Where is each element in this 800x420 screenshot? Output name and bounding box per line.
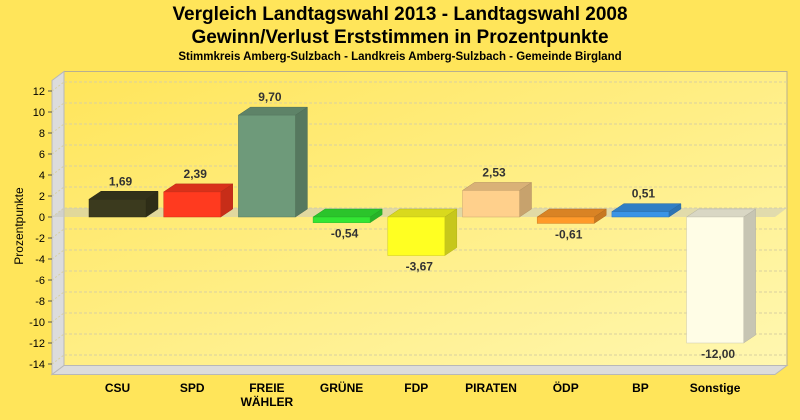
gridline-wall bbox=[51, 186, 65, 197]
bar-front bbox=[238, 114, 296, 218]
y-tick-label: -2 bbox=[35, 233, 45, 245]
bar-fdp bbox=[386, 208, 458, 257]
gridline-wall bbox=[51, 354, 65, 365]
category-label: Sonstige bbox=[690, 381, 741, 395]
category-label: WÄHLER bbox=[241, 394, 294, 409]
gridline-wall bbox=[51, 291, 65, 302]
gridline-wall bbox=[51, 249, 65, 260]
y-tick-label: 12 bbox=[33, 86, 45, 98]
bar-front bbox=[686, 216, 744, 344]
bar-freie-wähler bbox=[237, 106, 309, 218]
gridline-wall bbox=[51, 312, 65, 323]
y-tick-label: -8 bbox=[35, 296, 45, 308]
bar-top bbox=[685, 208, 757, 218]
bar-csu bbox=[88, 190, 159, 218]
y-tick-label: -14 bbox=[29, 359, 45, 371]
value-label: 0,51 bbox=[632, 187, 656, 201]
category-label: FDP bbox=[404, 381, 428, 395]
bar-front bbox=[536, 216, 595, 224]
y-axis-ticks: 12 10 8 6 4 2 0 -2 -4 -6 -8 -10 -12 -14 bbox=[29, 86, 52, 371]
y-tick-label: 6 bbox=[39, 149, 45, 161]
chart-title: Vergleich Landtagswahl 2013 - Landtagswa… bbox=[172, 4, 628, 25]
gridline-wall bbox=[51, 81, 65, 92]
gridline-wall bbox=[51, 102, 65, 113]
value-label: -0,61 bbox=[555, 227, 583, 241]
category-label: GRÜNE bbox=[320, 380, 363, 395]
plot-floor bbox=[50, 365, 789, 375]
gridline-wall bbox=[51, 165, 65, 176]
bar-front bbox=[88, 199, 147, 218]
value-labels: 1,69 2,39 9,70 -0,54 -3,67 2,53 -0,61 0,51 -12,0… bbox=[109, 90, 736, 361]
bar-top bbox=[461, 182, 533, 191]
category-label: ÖDP bbox=[553, 380, 579, 395]
bar-top bbox=[611, 203, 682, 212]
bar-top bbox=[386, 208, 458, 218]
bar-front bbox=[163, 191, 221, 218]
bar-ödp bbox=[536, 208, 608, 224]
value-label: -12,00 bbox=[701, 347, 735, 361]
bar-sonstige bbox=[685, 208, 757, 344]
y-tick-label: 2 bbox=[39, 191, 45, 203]
bar-grüne bbox=[312, 208, 383, 224]
value-label: 2,53 bbox=[482, 165, 506, 179]
bar-front bbox=[312, 216, 371, 223]
y-tick-label: 0 bbox=[39, 212, 45, 224]
bar-spd bbox=[162, 183, 234, 218]
y-tick-label: 4 bbox=[39, 170, 45, 182]
y-tick-label: -10 bbox=[29, 317, 45, 329]
gridline-wall bbox=[51, 333, 65, 344]
bar-piraten bbox=[461, 181, 533, 218]
bar-bp bbox=[611, 203, 682, 218]
bar-top bbox=[88, 191, 159, 200]
value-label: 1,69 bbox=[109, 174, 133, 188]
y-tick-label: -6 bbox=[35, 275, 45, 287]
category-label: PIRATEN bbox=[465, 381, 517, 395]
category-label: CSU bbox=[105, 381, 130, 395]
value-label: -3,67 bbox=[406, 260, 434, 274]
category-label: FREIE bbox=[249, 381, 284, 395]
gridline-wall bbox=[51, 270, 65, 281]
gridline-wall bbox=[51, 228, 65, 239]
y-tick-label: 10 bbox=[33, 107, 45, 119]
bar-side bbox=[743, 208, 756, 344]
gridline-wall bbox=[51, 123, 65, 134]
bar-top bbox=[162, 183, 234, 193]
bar-top bbox=[536, 208, 608, 218]
y-tick-label: 8 bbox=[39, 128, 45, 140]
plot-left-wall bbox=[51, 70, 65, 376]
chart-subtitle: Gewinn/Verlust Erststimmen in Prozentpun… bbox=[191, 27, 609, 48]
bar-front bbox=[611, 211, 670, 218]
value-label: -0,54 bbox=[331, 227, 359, 241]
bar-front bbox=[462, 190, 520, 218]
bar-top bbox=[237, 106, 309, 116]
value-label: 9,70 bbox=[258, 90, 282, 104]
gridline-wall bbox=[51, 144, 65, 155]
value-label: 2,39 bbox=[184, 167, 208, 181]
category-label: BP bbox=[632, 381, 649, 395]
bar-front bbox=[387, 216, 446, 256]
bars bbox=[88, 106, 757, 344]
category-label: SPD bbox=[180, 381, 205, 395]
bar-top bbox=[312, 208, 383, 218]
y-tick-label: -12 bbox=[29, 338, 45, 350]
bar-side bbox=[295, 106, 308, 218]
chart-region-subtitle: Stimmkreis Amberg-Sulzbach - Landkreis A… bbox=[178, 51, 622, 63]
y-tick-label: -4 bbox=[35, 254, 45, 266]
